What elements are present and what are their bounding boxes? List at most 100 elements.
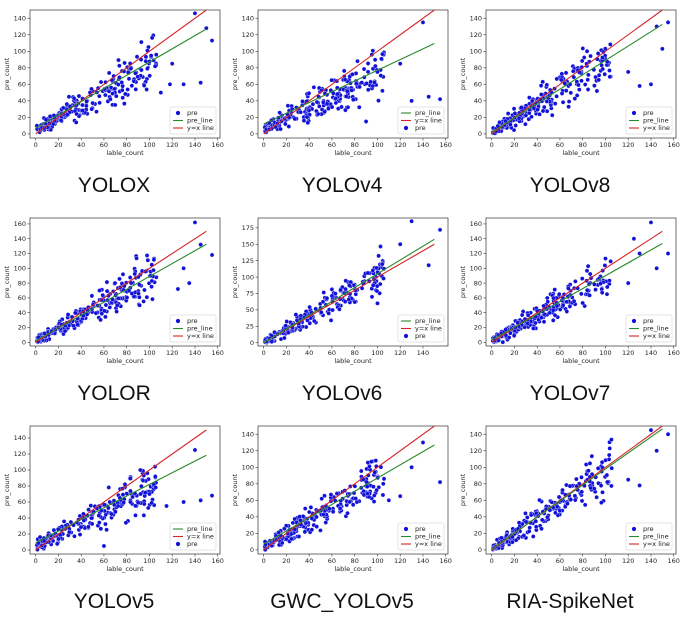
scatter-point: [321, 290, 326, 295]
scatter-point: [378, 244, 383, 249]
x-tick-label: 20: [282, 349, 290, 357]
legend-label: y=x line: [187, 124, 214, 132]
scatter-point: [625, 280, 631, 286]
scatter-chart: 0 20 40 60 80 100 120 140 160 0 20 40 60 80 100 120 140 l…: [3, 425, 224, 573]
scatter-point: [556, 494, 562, 500]
scatter-point: [122, 482, 128, 487]
scatter-point: [379, 261, 385, 267]
scatter-point: [129, 291, 135, 296]
y-tick-label: 80: [474, 64, 482, 72]
scatter-point: [209, 252, 215, 258]
scatter-point: [78, 524, 84, 530]
scatter-point: [380, 88, 385, 94]
scatter-point: [560, 303, 566, 308]
scatter-point: [364, 81, 369, 86]
scatter-point: [571, 298, 577, 304]
scatter-point: [108, 96, 113, 102]
scatter-point: [337, 307, 342, 312]
y-tick-label: 140: [470, 235, 482, 243]
x-tick-label: 140: [645, 557, 657, 565]
y-axis-label: pre_count: [231, 265, 239, 298]
scatter-point: [380, 51, 385, 57]
chart-panel-1: 0 20 40 60 80 100 120 140 160 0 20 40 60 80 100 120 140 l…: [228, 0, 456, 207]
legend-label: pre: [643, 317, 654, 325]
x-tick-label: 100: [599, 349, 611, 357]
scatter-point: [598, 483, 604, 488]
scatter-point: [175, 286, 181, 292]
scatter-point: [116, 296, 121, 301]
scatter-point: [609, 465, 615, 471]
fit-line: [35, 243, 207, 342]
scatter-point: [113, 509, 118, 515]
scatter-point: [149, 278, 155, 284]
scatter-point: [112, 280, 118, 286]
scatter-point: [588, 53, 593, 59]
scatter-point: [317, 104, 322, 109]
scatter-point: [144, 253, 150, 258]
x-tick-label: 120: [394, 557, 406, 565]
scatter-point: [437, 227, 443, 233]
scatter-point: [152, 63, 158, 69]
x-tick-label: 100: [599, 557, 611, 565]
scatter-point: [604, 472, 610, 478]
data-layer: [490, 426, 671, 552]
x-tick-label: 60: [556, 557, 564, 565]
legend-marker-points: [175, 110, 181, 116]
scatter-point: [371, 484, 376, 489]
y-axis-label: pre_count: [231, 57, 239, 90]
y-tick-label: 160: [14, 220, 26, 228]
scatter-point: [523, 113, 529, 118]
scatter-point: [89, 515, 94, 521]
scatter-point: [541, 319, 547, 325]
scatter-point: [129, 83, 135, 88]
x-tick-label: 0: [490, 557, 494, 565]
y-tick-label: 0: [478, 130, 482, 138]
scatter-point: [339, 104, 344, 110]
x-axis-label: lable_count: [334, 357, 372, 365]
scatter-point: [128, 499, 133, 505]
y-tick-label: 25: [246, 323, 254, 331]
scatter-point: [554, 94, 559, 99]
scatter-point: [426, 262, 431, 268]
scatter-point: [529, 98, 535, 104]
scatter-point: [585, 77, 591, 83]
scatter-point: [329, 104, 335, 110]
legend-box: [625, 314, 673, 343]
scatter-point: [566, 99, 572, 104]
y-tick-label: 60: [18, 498, 26, 506]
scatter-point: [380, 481, 386, 487]
scatter-point: [541, 104, 547, 110]
scatter-point: [665, 431, 671, 437]
scatter-point: [341, 68, 347, 74]
scatter-point: [303, 520, 309, 526]
x-tick-label: 160: [668, 349, 680, 357]
scatter-point: [373, 458, 379, 463]
scatter-point: [117, 63, 122, 69]
y-tick-label: 120: [470, 250, 482, 258]
scatter-point: [559, 91, 565, 96]
scatter-point: [499, 535, 504, 541]
y-tick-label: 100: [470, 265, 482, 273]
scatter-point: [123, 91, 128, 97]
scatter-point: [660, 46, 665, 52]
legend-marker-points: [631, 110, 637, 116]
x-tick-label: 0: [34, 141, 38, 149]
legend-box: [169, 314, 217, 343]
scatter-point: [560, 100, 566, 105]
y-tick-label: 0: [22, 546, 26, 554]
x-tick-label: 60: [100, 557, 108, 565]
scatter-point: [381, 276, 386, 281]
scatter-point: [353, 291, 359, 297]
y-tick-label: 0: [22, 339, 26, 347]
scatter-point: [292, 116, 298, 122]
scatter-point: [437, 479, 443, 485]
scatter-point: [420, 20, 426, 25]
legend-label: pre: [187, 109, 198, 117]
scatter-point: [437, 96, 443, 102]
legend-label: y=x line: [415, 325, 442, 333]
x-tick-label: 140: [417, 141, 429, 149]
data-layer: [34, 220, 215, 345]
y-tick-label: 120: [470, 447, 482, 455]
model-caption: YOLOv4: [301, 174, 383, 197]
legend-label: y=x line: [643, 540, 670, 548]
